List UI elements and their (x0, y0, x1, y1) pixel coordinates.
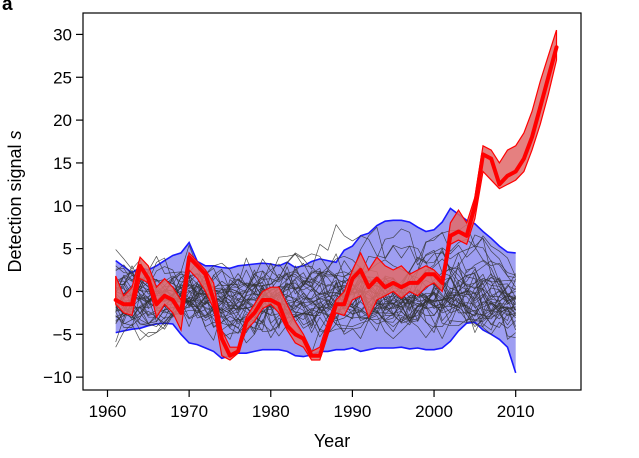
y-tick-label: −5 (53, 325, 72, 344)
x-tick-label: 1980 (252, 402, 290, 421)
x-tick-label: 2010 (497, 402, 535, 421)
control-run-line-38 (115, 269, 516, 325)
control-run-line-4 (115, 244, 516, 333)
x-tick-label: 1960 (89, 402, 127, 421)
observed-signal-line (113, 45, 559, 358)
y-tick-label: −10 (43, 368, 72, 387)
y-tick-label: 15 (53, 154, 72, 173)
x-tick-label: 1970 (170, 402, 208, 421)
observed-layer (113, 29, 559, 361)
control-run-line-35 (115, 270, 516, 329)
y-axis-title-text: Detection signal (5, 144, 25, 272)
x-axis: 1960 1970 1980 1990 2000 2010 (89, 390, 535, 421)
y-tick-label: 20 (53, 111, 72, 130)
x-axis-title: Year (314, 431, 350, 451)
control-run-line-40 (115, 255, 516, 335)
y-tick-label: 5 (63, 240, 72, 259)
plot-frame (82, 12, 582, 391)
observed-signal-band (115, 29, 558, 361)
panel-label: a (2, 0, 13, 15)
y-axis: −10 −5 0 5 10 15 20 25 30 (43, 25, 83, 387)
noise-envelope-upper-edge (115, 207, 516, 274)
y-tick-label: 25 (53, 68, 72, 87)
y-tick-label: 10 (53, 197, 72, 216)
x-tick-label: 2000 (415, 402, 453, 421)
y-tick-label: 30 (53, 25, 72, 44)
y-axis-title-symbol: s (5, 130, 25, 139)
x-tick-label: 1990 (333, 402, 371, 421)
y-tick-label: 0 (63, 282, 72, 301)
control-run-line-34 (115, 260, 516, 337)
y-axis-title: Detection signal s (5, 130, 25, 272)
